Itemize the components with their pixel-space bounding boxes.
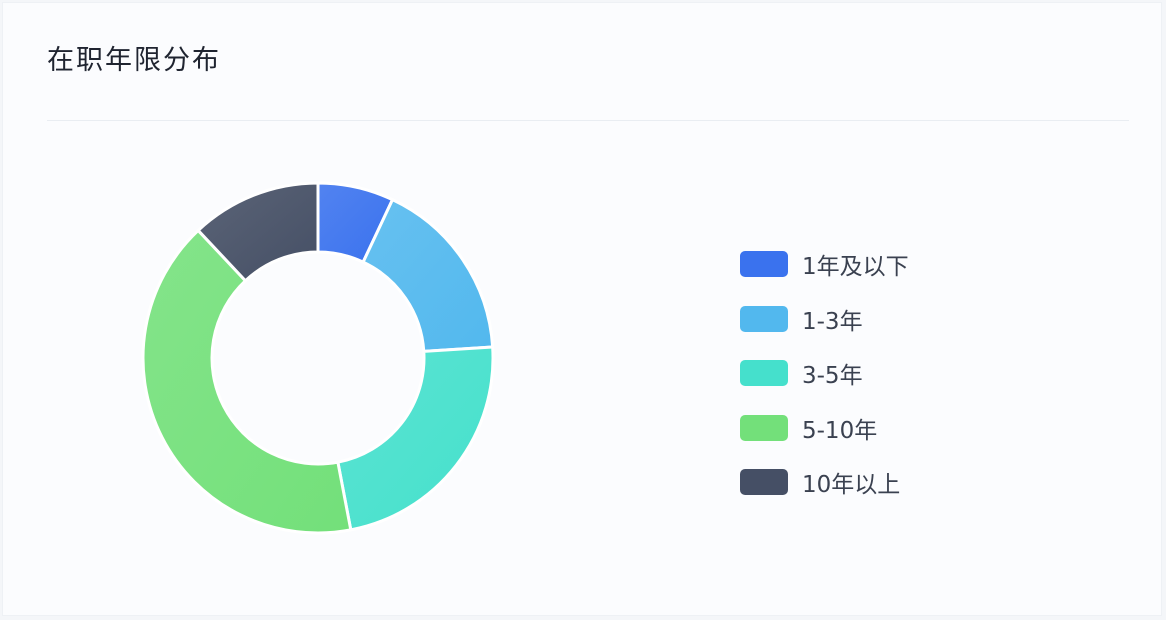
legend-label: 3-5年 — [802, 363, 863, 389]
title-divider — [47, 120, 1129, 121]
legend-swatch — [740, 414, 788, 441]
legend-item-4[interactable]: 5-10年 — [740, 408, 909, 448]
legend-swatch — [740, 469, 788, 495]
legend-label: 1年及以下 — [802, 254, 909, 280]
donut-slice-4[interactable] — [141, 228, 353, 535]
legend-item-2[interactable]: 1-3年 — [740, 299, 909, 339]
legend-item-1[interactable]: 1年及以下 — [740, 244, 909, 284]
legend-label: 1-3年 — [802, 308, 863, 335]
legend-label: 10年以上 — [802, 472, 901, 498]
legend-item-3[interactable]: 3-5年 — [740, 353, 909, 393]
legend-swatch — [740, 360, 788, 386]
donut-slice-5[interactable] — [196, 181, 320, 283]
legend-swatch — [740, 251, 788, 277]
donut-slice-3[interactable] — [336, 345, 495, 532]
legend-item-5[interactable]: 10年以上 — [740, 462, 909, 502]
donut-chart — [141, 181, 495, 535]
legend-label: 5-10年 — [802, 417, 878, 444]
legend-swatch — [740, 305, 788, 332]
chart-legend: 1年及以下 1-3年 3-5年 5-10年 10年以上 — [740, 244, 909, 517]
donut-slice-2[interactable] — [361, 198, 495, 353]
card-title: 在职年限分布 — [47, 45, 221, 76]
